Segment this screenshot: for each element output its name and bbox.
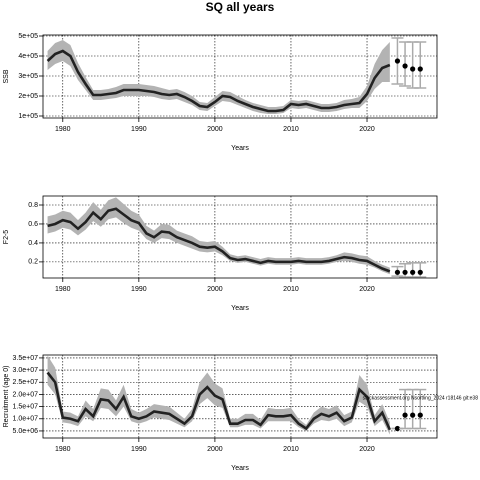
y-tick-label: 5e+05	[18, 33, 38, 40]
y-tick-label: 0.4	[28, 240, 38, 247]
confidence-band	[47, 40, 390, 114]
x-tick-label: 2010	[283, 126, 299, 133]
y-tick-label: 2.5e+07	[13, 379, 39, 386]
x-tick-label: 1990	[131, 126, 147, 133]
figure-title: SQ all years	[206, 0, 275, 14]
plot-frame	[42, 195, 438, 279]
y-axis-label: F2-5	[3, 230, 10, 245]
panel: 1980 1990 2000 2010 2020 5.0e+06 1.0e+07 1.5e+0…	[3, 354, 479, 472]
y-tick-label: 3.0e+07	[13, 367, 39, 374]
estimate-line	[47, 207, 391, 273]
y-tick-label: 2e+05	[18, 93, 38, 100]
estimate-line	[46, 371, 392, 431]
y-tick-label: 4e+05	[18, 53, 38, 60]
x-tick-label: 2000	[207, 126, 223, 133]
x-tick-label: 2010	[283, 286, 299, 293]
panel: 1980 1990 2000 2010 2020 1e+05 2e+05 3e+05 4e+05…	[3, 33, 438, 152]
y-tick-label: 0.2	[28, 259, 38, 266]
projection-point	[402, 412, 408, 418]
y-tick-label: 3.5e+07	[13, 355, 39, 362]
annotation: stockassessment.org Nsortling_2024 r1814…	[363, 395, 479, 401]
projection-point	[394, 425, 401, 432]
x-tick-label: 1980	[55, 286, 71, 293]
x-axis-label: Years	[231, 465, 249, 472]
plot-frame	[42, 354, 438, 439]
projection-point	[394, 58, 401, 64]
y-tick-label: 1e+05	[18, 113, 38, 120]
projection-point	[417, 66, 423, 72]
x-tick-label: 2010	[283, 446, 299, 453]
projection-point	[417, 412, 423, 418]
projection-point	[394, 269, 401, 275]
projection-point	[402, 269, 408, 275]
x-tick-label: 2000	[207, 286, 223, 293]
panel: 1980 1990 2000 2010 2020 0.2 0.4 0.6 0.8 Years F2-…	[3, 195, 438, 312]
projection-point	[410, 269, 416, 275]
x-tick-label: 2020	[359, 446, 375, 453]
y-tick-label: 0.6	[28, 221, 38, 228]
projection-point	[402, 63, 408, 69]
projection-point	[410, 412, 416, 418]
y-tick-label: 0.8	[28, 202, 38, 209]
x-tick-label: 1980	[55, 446, 71, 453]
estimate-line	[46, 49, 391, 113]
x-tick-label: 1980	[55, 126, 71, 133]
y-axis-label: Recruitment (age 0)	[3, 366, 10, 428]
x-tick-label: 2000	[207, 446, 223, 453]
y-tick-label: 1.0e+07	[13, 416, 39, 423]
x-axis-label: Years	[231, 145, 249, 152]
y-tick-label: 2.0e+07	[13, 391, 39, 398]
x-axis-label: Years	[231, 305, 249, 312]
confidence-band	[47, 355, 390, 435]
y-tick-label: 5.0e+06	[13, 428, 39, 435]
y-tick-label: 1.5e+07	[13, 403, 39, 410]
projection-point	[417, 269, 423, 275]
confidence-band	[47, 197, 390, 275]
x-tick-label: 1990	[131, 446, 147, 453]
plot-frame	[42, 34, 438, 119]
y-tick-label: 3e+05	[18, 73, 38, 80]
y-axis-label: SSB	[3, 69, 10, 83]
x-tick-label: 1990	[131, 286, 147, 293]
x-tick-label: 2020	[359, 126, 375, 133]
projection-point	[410, 66, 416, 72]
x-tick-label: 2020	[359, 286, 375, 293]
